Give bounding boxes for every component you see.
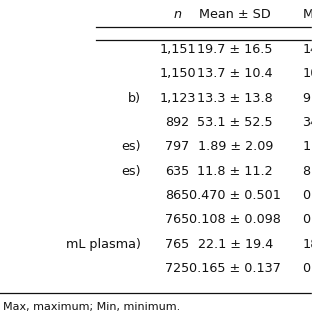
Text: 865: 865 [165,189,190,202]
Text: 635: 635 [165,165,190,178]
Bar [312,0,320,320]
Text: mL plasma): mL plasma) [66,238,141,251]
Text: 0: 0 [302,262,310,275]
Text: 1,123: 1,123 [159,92,196,105]
Text: Mean ± SD: Mean ± SD [199,8,271,21]
Text: 10: 10 [302,68,319,80]
Text: 765: 765 [165,213,190,226]
Text: 18: 18 [302,238,319,251]
Text: 1,150: 1,150 [159,68,196,80]
Text: Max, maximum; Min, minimum.: Max, maximum; Min, minimum. [3,302,180,312]
Text: 13.7 ± 10.4: 13.7 ± 10.4 [197,68,273,80]
Text: M: M [302,8,313,21]
Text: 0.165 ± 0.137: 0.165 ± 0.137 [189,262,281,275]
Text: 22.1 ± 19.4: 22.1 ± 19.4 [197,238,273,251]
Text: 0: 0 [302,189,310,202]
Text: 34: 34 [302,116,318,129]
Text: 11.8 ± 11.2: 11.8 ± 11.2 [197,165,273,178]
Text: 1: 1 [302,140,310,153]
Text: 1.89 ± 2.09: 1.89 ± 2.09 [197,140,273,153]
Text: 14: 14 [302,43,318,56]
Text: 8: 8 [302,165,310,178]
Text: 765: 765 [165,238,190,251]
Text: 797: 797 [165,140,190,153]
Text: es): es) [121,165,141,178]
Text: b): b) [128,92,141,105]
Text: 725: 725 [165,262,190,275]
Text: 0: 0 [302,213,310,226]
Text: n: n [173,8,182,21]
Text: 9: 9 [302,92,310,105]
Text: 53.1 ± 52.5: 53.1 ± 52.5 [197,116,273,129]
Text: 13.3 ± 13.8: 13.3 ± 13.8 [197,92,273,105]
Text: 1,151: 1,151 [159,43,196,56]
Text: 19.7 ± 16.5: 19.7 ± 16.5 [197,43,273,56]
Text: 892: 892 [165,116,190,129]
Text: es): es) [121,140,141,153]
Text: 0.470 ± 0.501: 0.470 ± 0.501 [189,189,281,202]
Text: 0.108 ± 0.098: 0.108 ± 0.098 [189,213,281,226]
